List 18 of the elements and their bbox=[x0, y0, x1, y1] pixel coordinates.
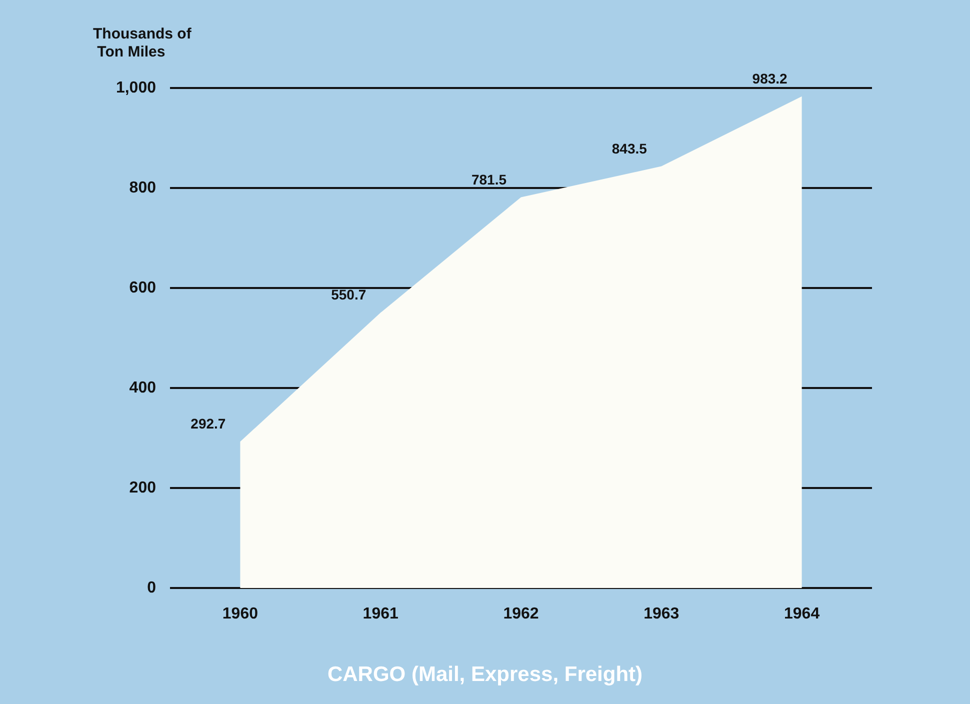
y-tick-label: 600 bbox=[129, 280, 156, 296]
x-tick-label: 1960 bbox=[222, 606, 258, 622]
data-label: 781.5 bbox=[471, 171, 507, 188]
x-tick-label: 1963 bbox=[644, 606, 680, 622]
x-tick-label: 1961 bbox=[362, 606, 398, 622]
y-tick-label: 400 bbox=[129, 380, 156, 396]
text: CARGO (Mail, Express, Freight) bbox=[327, 663, 643, 686]
data-label: 550.7 bbox=[331, 286, 366, 303]
y-tick-label: 200 bbox=[129, 480, 156, 496]
y-tick-label: 1,000 bbox=[116, 80, 156, 96]
data-label: 983.2 bbox=[752, 70, 788, 86]
y-tick-label: 800 bbox=[129, 180, 156, 196]
x-tick-label: 1962 bbox=[503, 606, 539, 622]
data-label: 843.5 bbox=[612, 140, 648, 156]
y-axis-title: Thousands of Ton Miles bbox=[93, 26, 192, 60]
x-tick-label: 1964 bbox=[784, 606, 820, 622]
y-tick-label: 0 bbox=[147, 580, 156, 596]
data-label: 292.7 bbox=[190, 416, 226, 432]
